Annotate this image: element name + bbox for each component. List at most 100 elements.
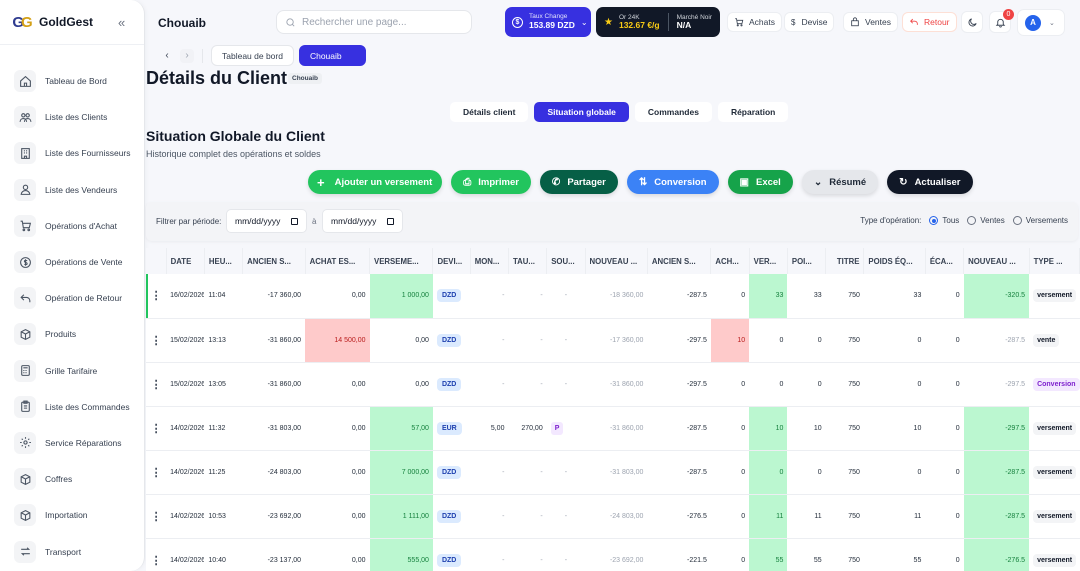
cell-payment: 0,00: [369, 318, 433, 363]
more-vertical-icon[interactable]: ⋮: [150, 334, 162, 347]
col-amount[interactable]: MON...: [470, 248, 509, 274]
col-weight[interactable]: POI...: [787, 248, 827, 274]
search-input[interactable]: Rechercher une page...: [276, 10, 472, 34]
collapse-sidebar-icon[interactable]: «: [118, 15, 126, 30]
tab-global-situation[interactable]: Situation globale: [534, 102, 629, 122]
star-icon: ★: [604, 16, 613, 28]
tab-repair[interactable]: Réparation: [717, 102, 789, 122]
excel-button[interactable]: ▣ Excel: [727, 170, 793, 194]
breadcrumb-dashboard[interactable]: Tableau de bord: [211, 45, 294, 66]
sidebar-item-purchases[interactable]: Opérations d'Achat: [0, 208, 144, 244]
more-vertical-icon[interactable]: ⋮: [150, 554, 162, 567]
sidebar-item-repairs[interactable]: Service Réparations: [0, 425, 144, 461]
theme-toggle-button[interactable]: [961, 11, 983, 33]
tab-details[interactable]: Détails client: [450, 102, 529, 122]
user-menu[interactable]: A ⌄: [1017, 9, 1065, 36]
exchange-rate-dropdown[interactable]: $ Taux Change 153.89 DZD ⌄: [505, 7, 591, 37]
cell-difference: 0: [925, 538, 964, 571]
summary-label: Résumé: [829, 176, 867, 188]
summary-button[interactable]: ⌄ Résumé: [801, 170, 879, 194]
more-vertical-icon[interactable]: ⋮: [150, 466, 162, 479]
print-button[interactable]: ⎙ Imprimer: [451, 170, 531, 194]
table-row[interactable]: ⋮ 14/02/2026 11:25 -24 803,00 0,00 7 000,00 DZ…: [146, 450, 1080, 495]
forward-arrow-icon[interactable]: ›: [180, 48, 194, 63]
sidebar-item-import[interactable]: Importation: [0, 497, 144, 533]
col-currency[interactable]: DEVI...: [432, 248, 471, 274]
col-cash-purchase[interactable]: ACHAT ES...: [305, 248, 371, 274]
radio-sales[interactable]: Ventes: [967, 216, 1005, 225]
achats-button[interactable]: Achats: [727, 12, 782, 32]
col-new-gold-balance[interactable]: NOUVEAU ...: [963, 248, 1030, 274]
cell-new-gold-balance: -276.5: [963, 538, 1030, 571]
row-menu[interactable]: ⋮: [146, 538, 167, 571]
col-difference[interactable]: ÉCA...: [925, 248, 965, 274]
col-old-gold-balance[interactable]: ANCIEN S...: [647, 248, 712, 274]
devise-button[interactable]: $ Devise: [784, 12, 835, 32]
more-vertical-icon[interactable]: ⋮: [150, 422, 162, 435]
cell-time: 10:40: [204, 538, 243, 571]
cell-new-gold-balance: -287.5: [963, 494, 1030, 539]
col-date[interactable]: DATE: [166, 248, 205, 274]
more-vertical-icon[interactable]: ⋮: [150, 290, 162, 303]
col-time[interactable]: HEU...: [204, 248, 244, 274]
cell-date: 14/02/2026: [166, 450, 205, 495]
row-menu[interactable]: ⋮: [146, 494, 167, 539]
col-new-balance[interactable]: NOUVEAU ...: [585, 248, 648, 274]
retour-button[interactable]: Retour: [902, 12, 957, 32]
col-source[interactable]: SOU...: [546, 248, 586, 274]
sidebar-item-pricing[interactable]: Grille Tarifaire: [0, 353, 144, 389]
row-menu[interactable]: ⋮: [146, 274, 167, 319]
table-row[interactable]: ⋮ 15/02/2026 13:13 -31 860,00 14 500,00 0,00 D…: [146, 318, 1080, 363]
date-to-input[interactable]: mm/dd/yyyy: [322, 209, 403, 233]
cell-difference: 0: [925, 406, 964, 451]
row-menu[interactable]: ⋮: [146, 450, 167, 495]
add-payment-button[interactable]: + Ajouter un versement: [308, 170, 443, 194]
share-button[interactable]: ✆ Partager: [539, 170, 618, 194]
col-gold-purchase[interactable]: ACH...: [710, 248, 750, 274]
col-gold-payment[interactable]: VER...: [749, 248, 788, 274]
sidebar-item-dashboard[interactable]: Tableau de Bord: [0, 63, 144, 99]
more-vertical-icon[interactable]: ⋮: [150, 510, 162, 523]
col-equiv-weight[interactable]: POIDS ÉQ...: [863, 248, 926, 274]
sidebar-item-clients[interactable]: Liste des Clients: [0, 99, 144, 135]
sidebar-nav: Tableau de Bord Liste des Clients Liste …: [0, 45, 144, 570]
sidebar-item-products[interactable]: Produits: [0, 316, 144, 352]
table-row[interactable]: ⋮ 15/02/2026 13:05 -31 860,00 0,00 0,00 DZD - - -…: [146, 362, 1080, 407]
notifications-button[interactable]: 0: [989, 9, 1014, 33]
radio-all[interactable]: Tous: [929, 216, 959, 225]
date-from-input[interactable]: mm/dd/yyyy: [226, 209, 307, 233]
sidebar-item-suppliers[interactable]: Liste des Fournisseurs: [0, 135, 144, 171]
col-rate[interactable]: TAU...: [508, 248, 548, 274]
conversion-button[interactable]: ⇅ Conversion: [626, 170, 719, 194]
ventes-button[interactable]: Ventes: [843, 12, 898, 32]
col-old-balance[interactable]: ANCIEN S...: [242, 248, 306, 274]
sidebar-item-sellers[interactable]: Liste des Vendeurs: [0, 172, 144, 208]
back-arrow-icon[interactable]: ‹: [165, 50, 169, 61]
sidebar-item-orders[interactable]: Liste des Commandes: [0, 389, 144, 425]
refresh-button[interactable]: ↻ Actualiser: [887, 170, 973, 194]
table-row[interactable]: ⋮ 16/02/2026 11:04 -17 360,00 0,00 1 000,00 DZ…: [146, 274, 1080, 319]
row-menu[interactable]: ⋮: [146, 318, 167, 363]
cell-equiv-weight: 33: [863, 274, 926, 319]
row-menu[interactable]: ⋮: [146, 362, 167, 407]
col-type[interactable]: TYPE ...: [1029, 248, 1080, 274]
breadcrumb-client[interactable]: Chouaib: [298, 45, 366, 66]
filter-bar: Filtrer par période: mm/dd/yyyy à mm/dd/…: [146, 202, 1078, 241]
table-row[interactable]: ⋮ 14/02/2026 10:53 -23 692,00 0,00 1 111,00 DZ…: [146, 494, 1080, 539]
dollar-icon: $: [791, 17, 796, 27]
more-vertical-icon[interactable]: ⋮: [150, 378, 162, 391]
sidebar-item-safes[interactable]: Coffres: [0, 461, 144, 497]
sidebar-item-sales[interactable]: Opérations de Vente: [0, 244, 144, 280]
table-row[interactable]: ⋮ 14/02/2026 11:32 -31 803,00 0,00 57,00 EUR 5,…: [146, 406, 1080, 451]
radio-payments[interactable]: Versements: [1012, 216, 1068, 225]
to-label: à: [312, 217, 317, 226]
col-payment[interactable]: VERSEME...: [369, 248, 434, 274]
tab-orders[interactable]: Commandes: [634, 102, 712, 122]
col-title[interactable]: TITRE: [825, 248, 865, 274]
sidebar-item-transport[interactable]: Transport: [0, 533, 144, 569]
sidebar-item-returns[interactable]: Opération de Retour: [0, 280, 144, 316]
table-row[interactable]: ⋮ 14/02/2026 10:40 -23 137,00 0,00 555,00 DZD -…: [146, 538, 1080, 571]
row-menu[interactable]: ⋮: [146, 406, 167, 451]
cell-rate: -: [508, 450, 547, 495]
